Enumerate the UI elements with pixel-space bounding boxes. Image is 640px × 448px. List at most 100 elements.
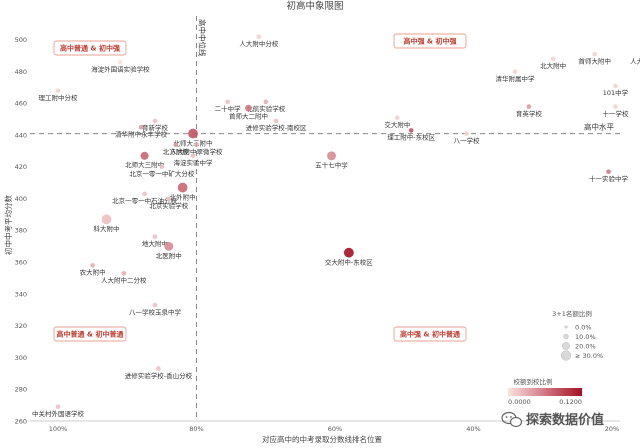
size-legend-swatch (560, 350, 572, 361)
data-point (173, 142, 179, 147)
size-legend: 3+1名额比例 0.0% 10.0%20.0% ≥ 30.0% (552, 309, 603, 361)
point-label: 北京一零一中石油分校 (112, 196, 178, 205)
point-label: 北京实验学校 (149, 201, 189, 210)
size-legend-entry: 10.0% (575, 333, 596, 341)
y-tick-label: 320 (15, 322, 27, 330)
data-point (550, 56, 556, 62)
point-label: 北医附中 (156, 251, 182, 260)
data-point (118, 59, 123, 65)
point-label: 十一学校 (602, 109, 629, 118)
y-tick-label: 340 (15, 290, 27, 298)
wechat-icon (501, 411, 523, 428)
data-point (263, 99, 269, 105)
data-point (273, 118, 279, 124)
y-axis-label: 初中中考平均分数 (3, 195, 13, 255)
y-tick-label: 300 (15, 354, 27, 362)
point-label: 交大附中-东校区 (325, 258, 373, 267)
data-point (55, 404, 61, 410)
color-legend-min: 0.0000 (508, 398, 531, 406)
point-label: 海淀实验中学 (174, 158, 214, 167)
data-point (343, 247, 354, 258)
level-ref-label: 高中水平 (584, 122, 614, 132)
data-point (156, 366, 161, 371)
y-tick-label: 360 (15, 259, 27, 267)
point-label: 十一实验中学 (589, 174, 629, 183)
median-ref-label: 高中中位线 (198, 19, 208, 57)
data-point (245, 104, 252, 112)
data-point (395, 115, 400, 120)
data-point (592, 51, 597, 57)
data-point (256, 34, 262, 40)
x-tick-label: 100% (49, 425, 68, 433)
y-tick-label: 260 (15, 417, 27, 425)
quadrant-label: 高中普通 & 初中普通 (57, 330, 125, 339)
quadrant-label-box (53, 40, 127, 56)
point-label: 人大附中分校 (239, 39, 279, 48)
data-point (166, 196, 172, 201)
color-legend-title: 校额到校比例 (514, 377, 553, 386)
point-label: 北京一零一中矿大分校 (129, 169, 195, 178)
data-point (225, 99, 230, 105)
data-point (188, 128, 198, 139)
x-tick-labels: 100% 80% 60% 40% 20% (49, 425, 620, 433)
quadrant-label: 高中普通 & 初中强 (60, 44, 120, 53)
point-label: 科大附中 (93, 224, 119, 233)
point-label: 农大附中 (80, 268, 106, 277)
data-point (177, 182, 188, 193)
data-point (142, 191, 147, 197)
watermark: 探索数据价值 (501, 411, 604, 428)
point-label: 二十中学 (215, 104, 242, 113)
size-legend-entry: 20.0% (575, 342, 596, 350)
data-point (526, 104, 532, 109)
point-label: 北师大三附中 (125, 160, 164, 169)
quadrant-label-box (393, 33, 467, 49)
data-point (159, 164, 165, 170)
point-label: 清华附中永丰学校 (115, 130, 168, 139)
point-label: 八一学校 (454, 136, 481, 145)
point-label: 北师大三附中 (174, 138, 213, 147)
x-axis-label: 对应高中的中考录取分数线排名位置 (262, 434, 382, 444)
data-point (327, 151, 337, 161)
quadrant-label-box (53, 326, 127, 342)
data-point (613, 104, 618, 109)
point-label: 理工附中分校 (39, 93, 79, 102)
data-point (164, 241, 174, 251)
data-point (140, 151, 149, 160)
point-label: 北航实验学校 (246, 104, 286, 113)
point-label: 101中学 (603, 88, 629, 97)
color-legend-max: 0.1200 (559, 398, 582, 406)
size-legend-entry: 0.0% (575, 323, 592, 331)
quadrant-label: 高中强 & 初中普通 (400, 330, 461, 339)
data-point (152, 234, 158, 240)
point-label: 清华附属中学 (496, 74, 536, 83)
point-label: 首师大附中 (578, 56, 611, 65)
point-label: 进修实验学校-南校区 (246, 123, 307, 132)
point-label: 首师大二附中 (229, 112, 268, 121)
y-tick-label: 280 (15, 386, 27, 394)
data-point (190, 153, 196, 159)
point-label: 地大附中 (142, 239, 168, 248)
y-tick-label: 380 (15, 227, 27, 235)
y-tick-label: 480 (15, 68, 27, 76)
point-label: 人大附中 (630, 56, 640, 65)
x-tick-label: 80% (189, 425, 203, 433)
data-point (152, 302, 158, 308)
point-label: 北大附中 (540, 61, 566, 70)
data-point (464, 131, 469, 136)
y-tick-labels: 260 280 300 320 340 360 380 400 420 440 460 480 500 (15, 36, 27, 425)
data-point (90, 263, 95, 268)
y-tick-label: 500 (15, 36, 27, 44)
point-label: 交大附中 (384, 120, 410, 129)
data-point (138, 124, 144, 130)
quadrant-label: 高中强 & 初中强 (404, 37, 457, 46)
size-legend-entry: ≥ 30.0% (575, 352, 603, 360)
x-tick-label: 40% (466, 425, 480, 433)
x-tick-label: 60% (328, 425, 342, 433)
point-label: 八一学校玉泉中学 (129, 307, 182, 316)
chart-title: 初高中象限图 (286, 0, 343, 12)
y-tick-label: 400 (15, 195, 27, 203)
x-tick-label: 20% (605, 425, 619, 433)
size-legend-swatch (563, 333, 569, 340)
